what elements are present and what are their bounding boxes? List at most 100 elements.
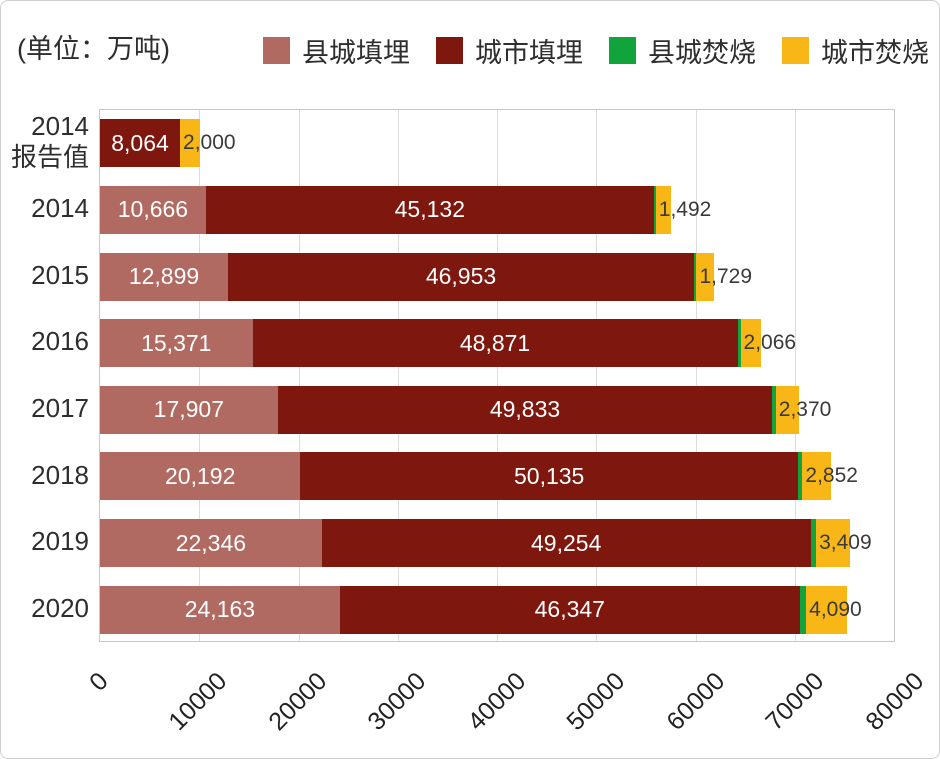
bar-segment-city_incineration: 1,492 (655, 185, 711, 234)
bar-segment-city_incineration: 1,729 (696, 252, 752, 301)
bar-value-label: 2,370 (778, 397, 832, 421)
y-axis-label-line: 2017 (31, 392, 89, 423)
legend-swatch-icon (263, 37, 290, 64)
x-tick-label: 70000 (760, 667, 830, 736)
legend-item-label: 城市填埋 (475, 38, 583, 68)
bar-segment-county_incineration (772, 385, 776, 434)
bar-segment-city_incineration: 2,370 (775, 385, 831, 434)
bar-segment-county_incineration (799, 585, 807, 634)
bar-segment-city_landfill: 49,254 (321, 519, 811, 568)
bar-value-label: 12,899 (128, 263, 200, 290)
x-tick-label: 60000 (661, 667, 731, 736)
bar-segment-county_landfill: 17,907 (100, 385, 278, 434)
bar-segment-county_landfill: 12,899 (100, 252, 229, 301)
bar-row-2016: 15,371 48,871 2,066 (100, 319, 894, 368)
x-tick-label: 80000 (860, 667, 930, 736)
plot-area: 8,064 2,000 10,666 45,132 1,492 12,899 46,953 1… (99, 109, 895, 642)
bar-value-label: 10,666 (117, 196, 189, 223)
gridline (695, 110, 697, 641)
bar-segment-county_incineration (810, 519, 817, 568)
x-tick-label: 30000 (362, 667, 432, 736)
bar-segment-city_incineration: 3,409 (816, 519, 872, 568)
bar-value-label: 8,064 (111, 129, 169, 156)
bar-segment-city_landfill: 46,953 (228, 252, 695, 301)
bar-segment-county_landfill: 20,192 (100, 452, 301, 501)
y-axis-label: 2015 (1, 242, 89, 309)
bar-value-label: 50,135 (514, 462, 585, 489)
bar-value-label: 2,000 (183, 131, 236, 155)
y-axis-label: 2019 (1, 509, 89, 576)
x-tick-label: 50000 (561, 667, 631, 736)
bar-row-2014: 8,064 2,000 (100, 119, 894, 168)
bar-segment-city_landfill: 50,135 (300, 452, 798, 501)
y-axis-label-line: 2014 (31, 110, 89, 141)
bar-value-label: 46,347 (534, 596, 605, 623)
y-axis-label: 2017 (1, 376, 89, 443)
bar-segment-city_incineration: 2,000 (180, 119, 236, 168)
bar-segment-city_landfill: 45,132 (205, 185, 654, 234)
bar-value-label: 49,833 (489, 396, 561, 423)
bar-value-label: 46,953 (425, 263, 497, 290)
y-axis-label: 2020 (1, 575, 89, 642)
legend-swatch-icon (436, 37, 463, 64)
y-axis-label-line: 报告值 (10, 142, 89, 173)
bar-row-2015: 12,899 46,953 1,729 (100, 252, 894, 301)
bar-row-2018: 20,192 50,135 2,852 (100, 452, 894, 501)
y-axis-label: 2014 (1, 176, 89, 243)
bar-segment-county_landfill: 24,163 (100, 585, 340, 634)
bar-segment-county_incineration (797, 452, 803, 501)
legend-item-county_incineration: 县城焚烧 (609, 31, 756, 70)
gridline (794, 110, 796, 641)
bar-segment-city_landfill: 48,871 (252, 319, 738, 368)
x-tick-label: 20000 (263, 667, 333, 736)
gridline (596, 110, 598, 641)
unit-label: (单位：万吨) (17, 34, 170, 64)
bar-value-label: 1,729 (699, 264, 753, 288)
bar-value-label: 49,254 (531, 529, 602, 556)
y-axis-label-line: 2018 (31, 459, 89, 490)
y-axis-label: 2016 (1, 309, 89, 376)
bar-segment-county_landfill: 10,666 (100, 185, 206, 234)
x-tick-label: 10000 (163, 667, 233, 736)
y-axis-label-line: 2019 (31, 526, 89, 557)
bar-segment-county_incineration (694, 252, 697, 301)
y-axis-label-line: 2020 (31, 592, 89, 623)
y-axis-label: 2014 报告值 (1, 109, 89, 176)
bar-value-label: 20,192 (165, 462, 236, 489)
bar-segment-city_incineration: 4,090 (806, 585, 862, 634)
bar-segment-city_incineration: 2,066 (740, 319, 796, 368)
y-axis: 2014 报告值 2014 2015 2016 2017 2018 2019 2020 (1, 109, 89, 642)
gridline (497, 110, 498, 641)
bar-value-label: 1,492 (658, 197, 712, 221)
legend-item-city_landfill: 城市填埋 (436, 31, 583, 70)
legend-item-city_incineration: 城市焚烧 (782, 31, 929, 70)
y-axis-label-line: 2016 (31, 326, 89, 357)
bar-value-label: 45,132 (394, 196, 465, 223)
bar-value-label: 48,871 (459, 329, 531, 356)
bar-segment-city_landfill: 8,064 (100, 119, 181, 168)
legend: 县城填埋 城市填埋 县城焚烧 城市焚烧 (263, 31, 929, 70)
legend-item-label: 县城填埋 (302, 38, 410, 68)
bar-value-label: 22,346 (175, 529, 247, 556)
bar-value-label: 15,371 (141, 329, 212, 356)
bar-segment-county_incineration (737, 319, 741, 368)
legend-item-label: 城市焚烧 (821, 38, 929, 68)
y-axis-label-line: 2015 (31, 259, 89, 290)
gridline (298, 110, 300, 641)
legend-item-label: 县城焚烧 (648, 38, 756, 68)
bar-value-label: 2,066 (743, 331, 797, 355)
bar-segment-city_landfill: 49,833 (277, 385, 773, 434)
bar-row-2014: 10,666 45,132 1,492 (100, 185, 894, 234)
bar-segment-city_incineration: 2,852 (802, 452, 858, 501)
gridline (199, 110, 201, 641)
bar-value-label: 3,409 (819, 531, 872, 555)
bar-value-label: 17,907 (153, 396, 225, 423)
bar-row-2017: 17,907 49,833 2,370 (100, 385, 894, 434)
bar-value-label: 4,090 (809, 597, 862, 621)
gridline (397, 110, 399, 641)
y-axis-label-line: 2014 (31, 193, 89, 224)
legend-swatch-icon (782, 37, 809, 64)
bar-segment-city_landfill: 46,347 (339, 585, 800, 634)
x-tick-label: 40000 (462, 667, 532, 736)
